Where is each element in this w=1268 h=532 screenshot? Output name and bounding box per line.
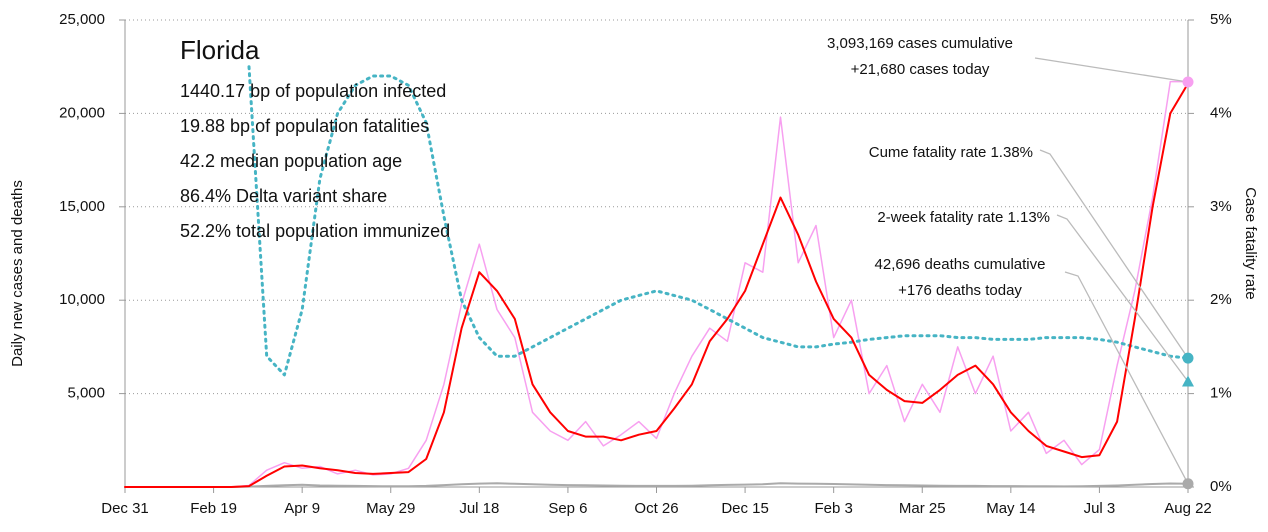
y-tick-label: 5,000 — [67, 385, 105, 402]
y2-tick-label: 0% — [1210, 478, 1232, 495]
annotation-text: Cume fatality rate 1.38% — [869, 144, 1033, 161]
annotation-marker — [1182, 76, 1194, 88]
annotation-text: +21,680 cases today — [851, 61, 990, 78]
annotation-connector — [1064, 271, 1189, 485]
annotation-text: 2-week fatality rate 1.13% — [877, 209, 1050, 226]
x-tick-label: Dec 15 — [721, 500, 769, 517]
annotation-connector — [1039, 149, 1189, 359]
x-tick-label: Jul 3 — [1084, 500, 1116, 517]
series-line — [124, 82, 1189, 488]
y2-tick-label: 5% — [1210, 11, 1232, 28]
y-tick-label: 10,000 — [59, 291, 105, 308]
x-tick-label: Feb 19 — [190, 500, 237, 517]
x-tick-label: Apr 9 — [284, 500, 320, 517]
series-line — [247, 65, 1190, 377]
x-tick-label: May 29 — [366, 500, 415, 517]
annotation-marker — [1182, 478, 1194, 490]
x-tick-label: Mar 25 — [899, 500, 946, 517]
y2-tick-label: 1% — [1210, 385, 1232, 402]
annotation-marker — [1182, 352, 1194, 364]
info-line: 86.4% Delta variant share — [180, 186, 387, 206]
annotation-text: +176 deaths today — [898, 282, 1022, 299]
x-tick-label: Aug 22 — [1164, 500, 1212, 517]
x-tick-label: Dec 31 — [101, 500, 149, 517]
x-tick-label: Feb 3 — [814, 500, 852, 517]
info-title: Florida — [180, 35, 260, 65]
x-tick-label: Oct 26 — [634, 500, 678, 517]
y2-tick-label: 4% — [1210, 104, 1232, 121]
series-line — [124, 80, 1189, 488]
series-line — [124, 482, 1189, 488]
x-tick-label: Sep 6 — [548, 500, 587, 517]
info-line: 19.88 bp of population fatalities — [180, 116, 429, 136]
annotation-text: 42,696 deaths cumulative — [875, 256, 1046, 273]
annotation-connector — [1056, 214, 1189, 382]
y-tick-label: 15,000 — [59, 198, 105, 215]
annotation-text: 3,093,169 cases cumulative — [827, 35, 1013, 52]
x-tick-label: May 14 — [986, 500, 1035, 517]
x-tick-label: Jul 18 — [459, 500, 499, 517]
annotation-marker — [1182, 375, 1194, 387]
info-line: 52.2% total population immunized — [180, 221, 450, 241]
y2-axis-label: Case fatality rate — [1242, 187, 1259, 300]
info-line: 1440.17 bp of population infected — [180, 81, 446, 101]
y2-tick-label: 2% — [1210, 291, 1232, 308]
y-tick-label: 25,000 — [59, 11, 105, 28]
y2-tick-label: 3% — [1210, 198, 1232, 215]
info-line: 42.2 median population age — [180, 151, 402, 171]
annotation-connector — [1034, 57, 1189, 83]
y-axis-label: Daily new cases and deaths — [9, 180, 26, 367]
y-tick-label: 20,000 — [59, 104, 105, 121]
